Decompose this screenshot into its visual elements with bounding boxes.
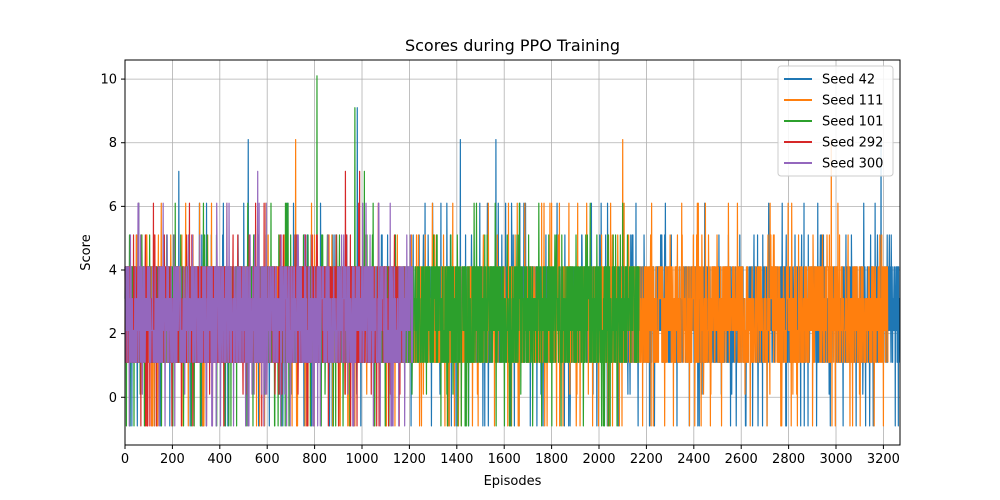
legend-box [777, 65, 894, 177]
x-tick-label: 1600 [488, 452, 521, 467]
y-tick-label: 4 [109, 264, 117, 279]
y-axis: 0 2 4 6 8 10 [100, 73, 125, 406]
x-tick-label: 2200 [630, 452, 663, 467]
x-tick-label: 1000 [345, 452, 378, 467]
y-tick-label: 2 [109, 327, 117, 342]
plot-frame [124, 59, 901, 446]
legend: Seed 42 Seed 111 Seed 101 Seed 292 Seed 300 [777, 65, 894, 177]
y-tick-label: 6 [109, 200, 117, 215]
series-line-seed-300 [124, 170, 414, 427]
x-axis-label: Episodes [484, 474, 542, 489]
x-axis: 0 200 400 600 800 1000 1200 1400 1600 1800 2000 220… [121, 445, 900, 467]
x-tick-label: 1800 [535, 452, 568, 467]
y-tick-label: 8 [109, 136, 117, 151]
x-tick-label: 1200 [393, 452, 426, 467]
y-tick-label: 0 [109, 391, 117, 406]
y-tick-label: 10 [100, 73, 117, 88]
x-tick-label: 3000 [819, 452, 852, 467]
x-tick-label: 3200 [867, 452, 900, 467]
x-tick-label: 1400 [440, 452, 473, 467]
legend-label: Seed 101 [822, 115, 883, 130]
x-tick-label: 200 [160, 452, 185, 467]
x-tick-label: 0 [121, 452, 129, 467]
y-axis-label: Score [79, 234, 94, 270]
chart-title: Scores during PPO Training [405, 36, 620, 55]
x-tick-label: 400 [207, 452, 232, 467]
x-tick-label: 2000 [582, 452, 615, 467]
series-layer [124, 75, 901, 427]
legend-label: Seed 292 [822, 136, 883, 151]
x-tick-label: 2800 [772, 452, 805, 467]
x-tick-label: 2600 [725, 452, 758, 467]
x-tick-label: 2400 [677, 452, 710, 467]
legend-label: Seed 111 [822, 94, 883, 109]
x-tick-label: 600 [255, 452, 280, 467]
legend-label: Seed 300 [822, 157, 883, 172]
x-tick-label: 800 [302, 452, 327, 467]
legend-label: Seed 42 [822, 73, 875, 88]
